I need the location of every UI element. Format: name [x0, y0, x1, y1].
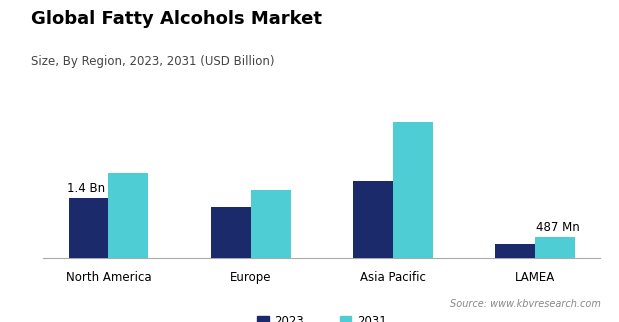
Bar: [353, 181, 393, 258]
Bar: [535, 237, 575, 258]
Bar: [495, 244, 535, 258]
Bar: [251, 190, 290, 258]
Bar: [211, 207, 251, 258]
Text: Global Fatty Alcohols Market: Global Fatty Alcohols Market: [31, 10, 322, 28]
Bar: [108, 173, 149, 258]
Text: Source: www.kbvresearch.com: Source: www.kbvresearch.com: [449, 299, 600, 309]
Text: 487 Mn: 487 Mn: [536, 222, 580, 234]
Bar: [393, 122, 433, 258]
Legend: 2023, 2031: 2023, 2031: [253, 312, 391, 322]
Text: Size, By Region, 2023, 2031 (USD Billion): Size, By Region, 2023, 2031 (USD Billion…: [31, 55, 274, 68]
Text: 1.4 Bn: 1.4 Bn: [67, 182, 105, 195]
Bar: [69, 198, 108, 258]
